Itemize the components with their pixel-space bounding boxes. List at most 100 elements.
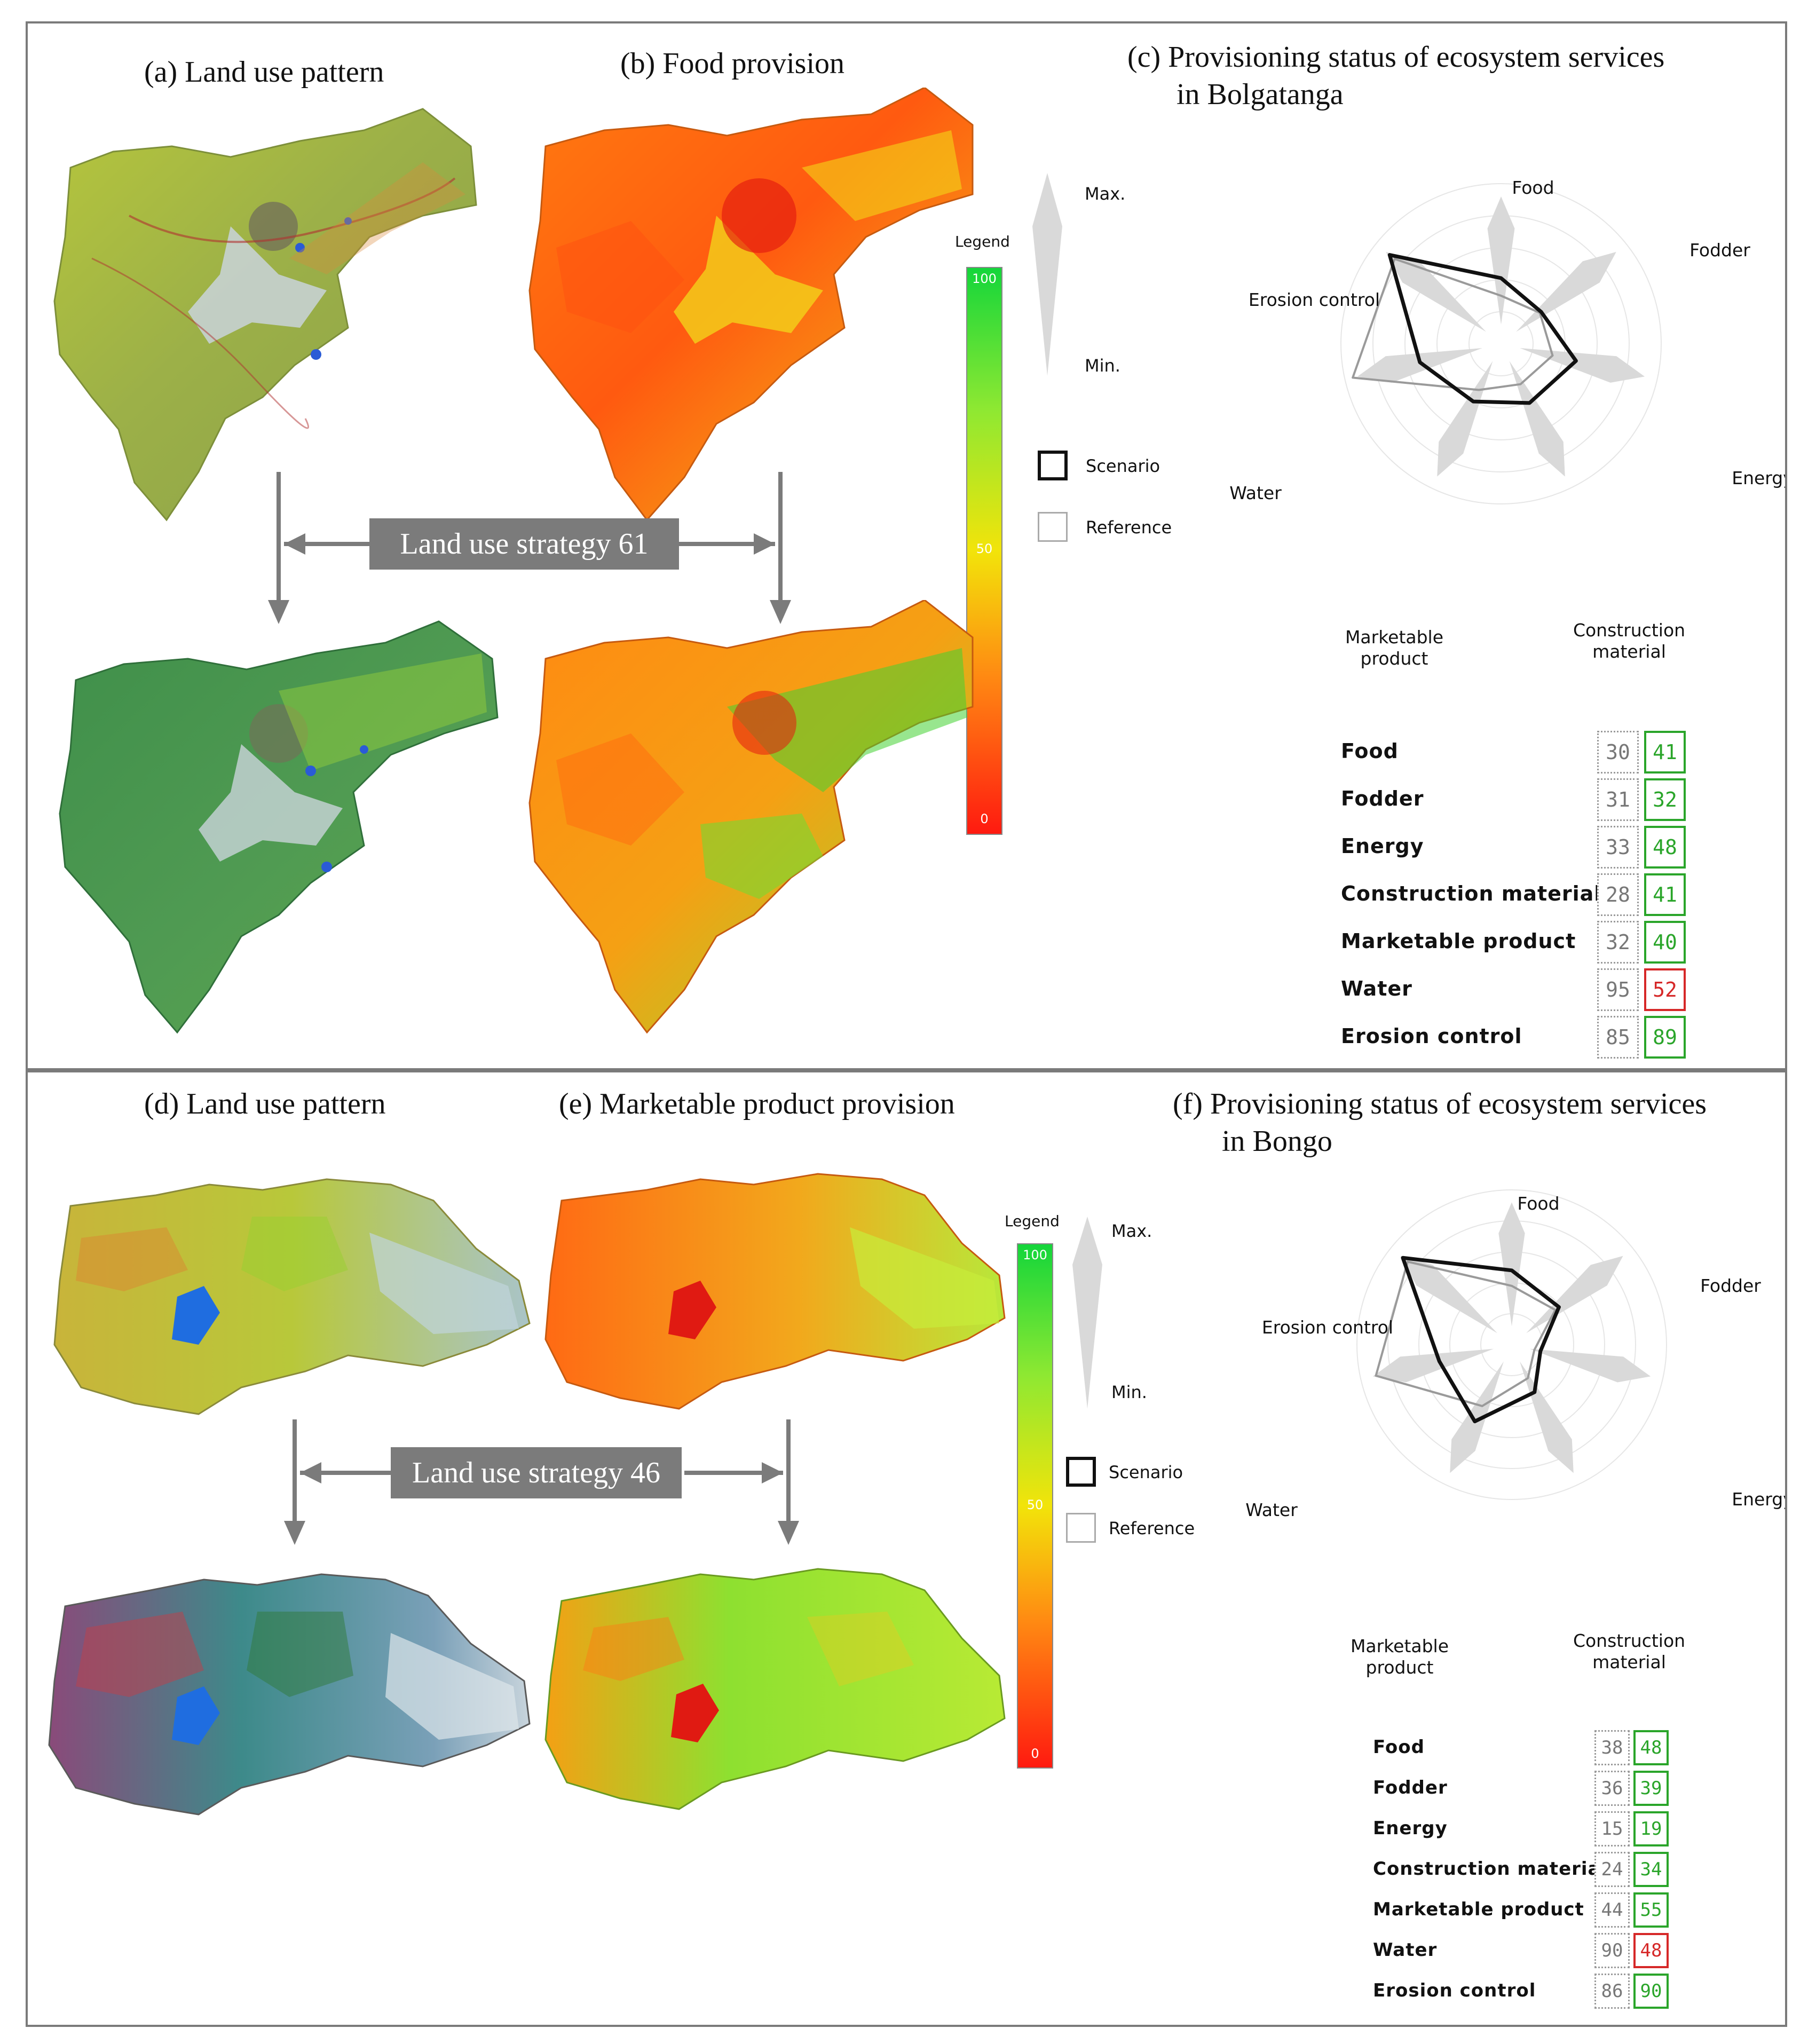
legend-max-top: Max. <box>1085 184 1126 204</box>
radar-petal-marketable-product-top <box>1437 361 1493 477</box>
strategy-arrows-top <box>268 472 791 624</box>
scenario-value-erosion-control-top: 89 <box>1644 1016 1686 1059</box>
title-land-use-pattern-a: (a) Land use pattern <box>144 56 384 89</box>
map-marketable-product-current <box>544 1173 1006 1410</box>
radar-petal-erosion-control-bottom <box>1400 1256 1497 1333</box>
axis-label-marketable-product-top: Marketable product <box>1345 627 1444 669</box>
radar-grid-ring-5-bottom <box>1356 1189 1667 1500</box>
reference-value-energy-top: 33 <box>1597 826 1639 869</box>
scenario-key-label-top: Scenario <box>1086 456 1160 476</box>
radar-petal-marketable-product-bottom <box>1450 1361 1504 1473</box>
scenario-value-fodder-bottom: 39 <box>1633 1771 1669 1806</box>
legend-tick-0-top: 0 <box>980 811 989 826</box>
radar-petal-construction-material-top <box>1509 361 1565 477</box>
reference-value-erosion-control-top: 85 <box>1597 1016 1639 1059</box>
map-land-use-current-bolgatanga <box>53 108 477 522</box>
scenario-value-food-top: 41 <box>1644 731 1686 774</box>
scenario-key-box-top <box>1038 451 1068 480</box>
reference-value-food-top: 30 <box>1597 731 1639 774</box>
scenario-value-water-top: 52 <box>1644 968 1686 1011</box>
axis-label-fodder-top: Fodder <box>1689 240 1750 261</box>
row-label-energy-bottom: Energy <box>1373 1818 1448 1839</box>
legend-color-scale-top: 100 50 0 <box>966 267 1002 835</box>
row-label-food-top: Food <box>1341 739 1399 763</box>
radar-petal-food-bottom <box>1498 1202 1525 1327</box>
reference-key-label-bottom: Reference <box>1109 1518 1195 1538</box>
axis-label-marketable-product-bottom: Marketable product <box>1350 1636 1449 1678</box>
radar-petal-water-bottom <box>1372 1348 1494 1383</box>
radar-petal-energy-bottom <box>1529 1348 1651 1383</box>
reference-key-box-top <box>1038 512 1068 542</box>
map-marketable-product-scenario <box>544 1568 1006 1810</box>
reference-key-box-bottom <box>1066 1513 1096 1543</box>
map-food-provision-current <box>528 88 974 522</box>
axis-label-fodder-bottom: Fodder <box>1700 1275 1761 1296</box>
legend-max-bottom: Max. <box>1111 1221 1152 1241</box>
row-label-erosion-control-bottom: Erosion control <box>1373 1980 1536 2001</box>
row-label-construction-material-bottom: Construction material <box>1373 1858 1608 1880</box>
axis-label-erosion-control-bottom: Erosion control <box>1261 1317 1394 1338</box>
reference-value-fodder-top: 31 <box>1597 778 1639 821</box>
row-label-energy-top: Energy <box>1341 834 1424 858</box>
radar-petal-fodder-bottom <box>1526 1256 1623 1333</box>
reference-value-marketable-product-bottom: 44 <box>1594 1892 1630 1928</box>
legend-min-bottom: Min. <box>1111 1382 1147 1402</box>
row-label-water-top: Water <box>1341 977 1412 1000</box>
legend-color-scale-bottom: 100 50 0 <box>1017 1243 1053 1769</box>
max-min-petal-icon-top <box>1032 173 1062 376</box>
radar-petal-fodder-top <box>1516 251 1616 332</box>
legend-tick-50-top: 50 <box>976 541 993 556</box>
radar-series-scenario-bottom <box>1401 1256 1561 1424</box>
row-label-marketable-product-bottom: Marketable product <box>1373 1899 1584 1920</box>
row-label-fodder-bottom: Fodder <box>1373 1777 1448 1798</box>
legend-min-top: Min. <box>1085 356 1120 376</box>
title-f-line2: in Bongo <box>1222 1125 1332 1158</box>
legend-title-bottom: Legend <box>1005 1212 1060 1230</box>
legend-tick-0-bottom: 0 <box>1031 1746 1039 1761</box>
land-use-strategy-label-top: Land use strategy 61 <box>369 518 679 570</box>
radar-chart-bolgatanga <box>1340 183 1662 504</box>
axis-label-water-top: Water <box>1229 483 1282 503</box>
legend-tick-100-bottom: 100 <box>1023 1248 1047 1262</box>
reference-value-energy-bottom: 15 <box>1594 1811 1630 1846</box>
map-land-use-current-bongo <box>53 1178 531 1415</box>
reference-value-fodder-bottom: 36 <box>1594 1771 1630 1806</box>
scenario-key-label-bottom: Scenario <box>1109 1462 1183 1482</box>
row-label-fodder-top: Fodder <box>1341 787 1424 810</box>
title-provisioning-status-c: (c) Provisioning status of ecosystem ser… <box>1127 38 1664 113</box>
row-label-water-bottom: Water <box>1373 1939 1438 1961</box>
radar-petal-food-top <box>1487 196 1515 325</box>
legend-tick-50-bottom: 50 <box>1027 1497 1044 1512</box>
max-min-petal-icon-bottom <box>1072 1217 1102 1409</box>
axis-label-water-bottom: Water <box>1245 1500 1298 1520</box>
reference-value-construction-material-top: 28 <box>1597 873 1639 916</box>
reference-value-water-bottom: 90 <box>1594 1933 1630 1968</box>
strategy-arrows-bottom <box>284 1419 799 1545</box>
reference-value-erosion-control-bottom: 86 <box>1594 1974 1630 2009</box>
reference-value-food-bottom: 38 <box>1594 1730 1630 1765</box>
scenario-value-food-bottom: 48 <box>1633 1730 1669 1765</box>
scenario-key-box-bottom <box>1066 1457 1096 1487</box>
scenario-value-construction-material-bottom: 34 <box>1633 1852 1669 1887</box>
axis-label-construction-material-top: Construction material <box>1573 620 1686 662</box>
axis-label-construction-material-bottom: Construction material <box>1573 1630 1686 1672</box>
radar-series-reference-top <box>1352 258 1554 391</box>
axis-label-food-bottom: Food <box>1517 1193 1560 1214</box>
title-marketable-product-e: (e) Marketable product provision <box>559 1087 955 1120</box>
map-land-use-scenario-bolgatanga <box>59 620 499 1034</box>
title-c-line1: (c) Provisioning status of ecosystem ser… <box>1127 41 1665 74</box>
reference-value-construction-material-bottom: 24 <box>1594 1852 1630 1887</box>
radar-series-reference-bottom <box>1375 1260 1557 1407</box>
radar-grid-ring-5-top <box>1340 183 1662 504</box>
legend-tick-100-top: 100 <box>972 271 997 286</box>
scenario-value-marketable-product-bottom: 55 <box>1633 1892 1669 1928</box>
radar-petal-water-top <box>1357 348 1482 383</box>
scenario-value-construction-material-top: 41 <box>1644 873 1686 916</box>
axis-label-food-top: Food <box>1512 177 1554 198</box>
panel-bongo: (d) Land use pattern (e) Marketable prod… <box>26 1070 1787 2027</box>
scenario-value-energy-bottom: 19 <box>1633 1811 1669 1846</box>
scenario-value-fodder-top: 32 <box>1644 778 1686 821</box>
title-land-use-pattern-d: (d) Land use pattern <box>144 1087 386 1120</box>
axis-label-energy-top: Energy <box>1732 468 1785 488</box>
title-f-line1: (f) Provisioning status of ecosystem ser… <box>1173 1087 1707 1120</box>
